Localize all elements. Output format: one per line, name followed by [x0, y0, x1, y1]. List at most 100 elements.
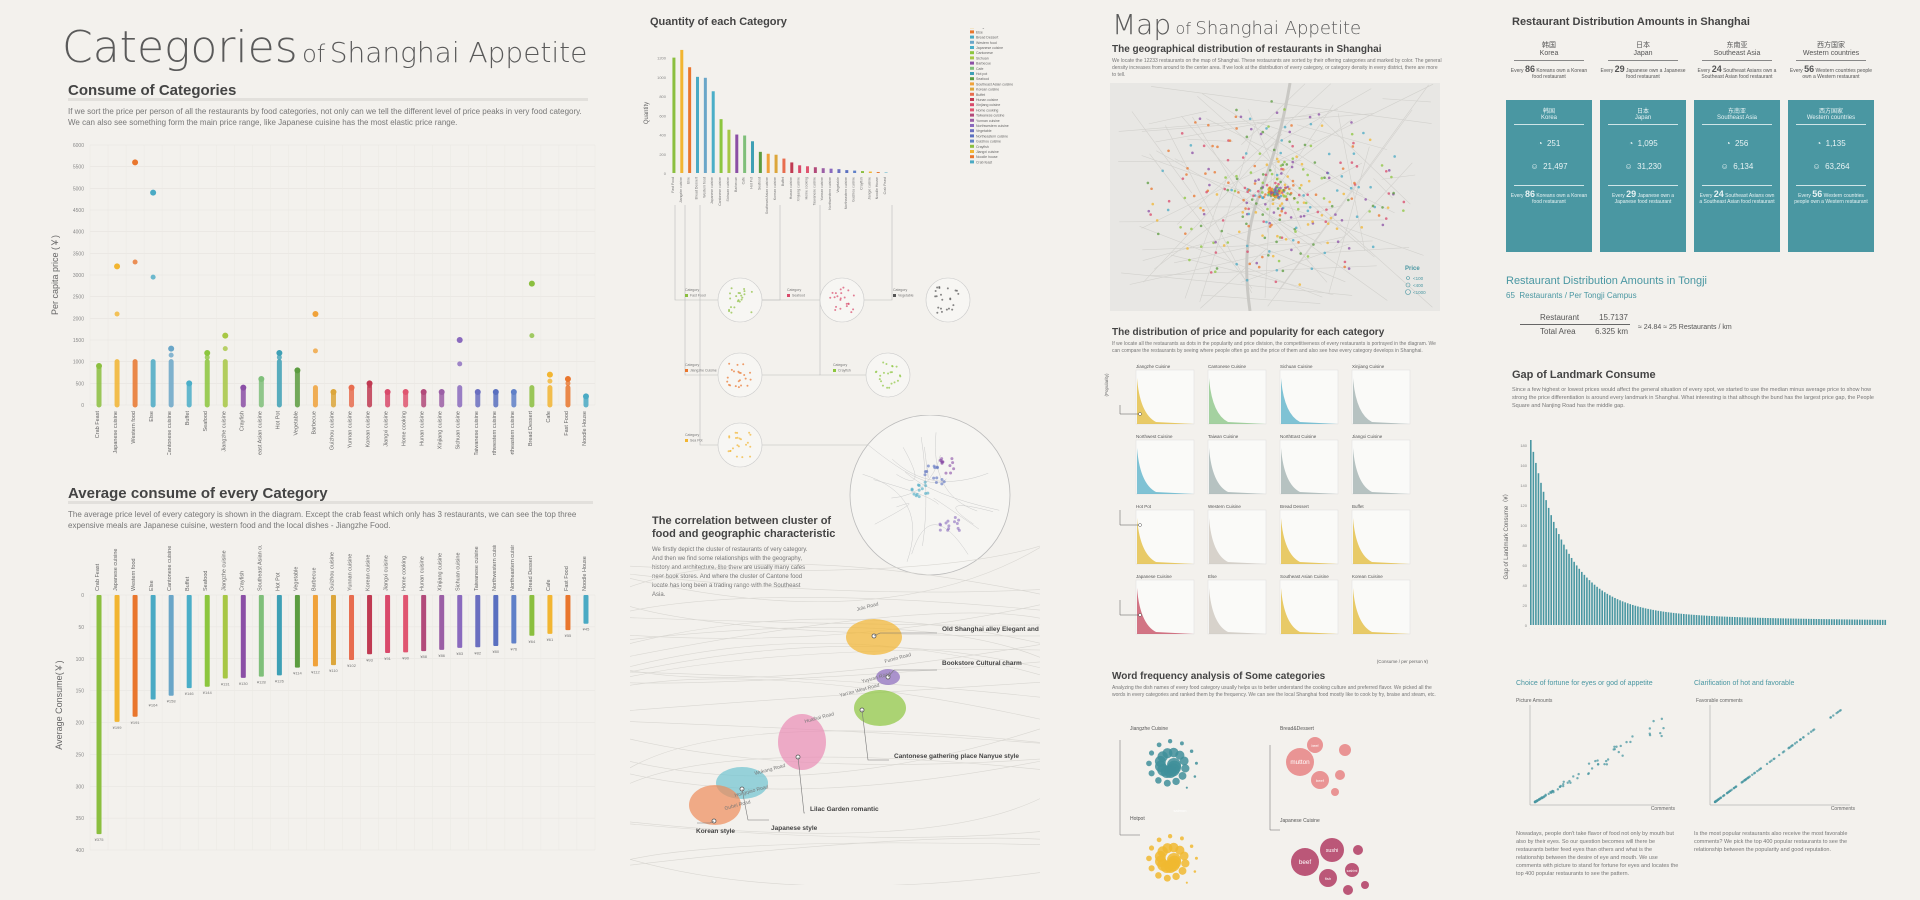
- road-line: [935, 432, 978, 512]
- scatter-point: [1594, 759, 1597, 763]
- map-road: [1382, 98, 1431, 103]
- scatter-point: [1765, 762, 1769, 766]
- legend-circle: [1406, 276, 1410, 280]
- scatter-point: [1613, 745, 1616, 749]
- category-name: Sea Pot: [690, 439, 702, 443]
- road-line: [630, 756, 1040, 784]
- word-bubble: [1178, 771, 1187, 780]
- x-tick-label: Noodle House: [582, 411, 588, 446]
- scatter-point: [1802, 736, 1805, 739]
- scatter-point: [1648, 727, 1652, 730]
- map-road: [1278, 177, 1375, 258]
- cluster-dot: [744, 377, 747, 380]
- restaurant-dot: [1243, 186, 1247, 190]
- cluster-dot: [934, 295, 937, 298]
- panel1-title: Categories of Shanghai Appetite: [62, 22, 588, 73]
- y-tick-label: 1000: [657, 75, 667, 80]
- x-tick-label: ·: [1691, 628, 1694, 629]
- cluster-circle: [925, 277, 971, 323]
- restaurant-dot: [1311, 220, 1314, 223]
- legend-circle: [1405, 289, 1411, 295]
- cluster-dot: [746, 384, 749, 387]
- legend-entry: Guizhou cuisine: [976, 140, 1001, 144]
- data-label: ¥191: [131, 720, 141, 725]
- word-bubble: [1156, 742, 1162, 748]
- bubble-word: sushi: [1326, 848, 1339, 854]
- y-tick-label: 40: [1523, 583, 1528, 588]
- divider: [68, 501, 593, 504]
- word-group-label: Hotpot: [1130, 816, 1145, 822]
- clar-title: Clarification of hot and favorable: [1694, 680, 1795, 687]
- restaurant-dot: [1303, 143, 1307, 147]
- max-price-point: [402, 389, 409, 395]
- x-tick-label: Cafe: [742, 177, 746, 184]
- restaurant-dot: [1314, 193, 1318, 197]
- scatter-point: [1605, 763, 1609, 766]
- place-connector: [741, 788, 769, 821]
- restaurant-dot: [1261, 213, 1265, 216]
- restaurant-dot: [1273, 192, 1277, 195]
- word-bubble: [1155, 777, 1162, 784]
- card-every: Every 24 Southeast Asians own a Southeas…: [1699, 189, 1775, 205]
- restaurant-dot: [1323, 251, 1327, 255]
- gap-bar: [1578, 568, 1581, 625]
- cluster-dot: [917, 495, 921, 499]
- avg-bar: [312, 595, 318, 667]
- gap-bar: [1621, 601, 1624, 625]
- restaurant-dot: [1286, 185, 1289, 189]
- cluster-dot: [749, 433, 752, 436]
- cluster-dot: [729, 297, 732, 300]
- y-tick-label: 200: [76, 721, 85, 727]
- gap-bar: [1772, 618, 1774, 625]
- avg-bar: [330, 595, 336, 666]
- restaurant-dot: [1167, 149, 1170, 153]
- restaurant-dot: [1248, 262, 1252, 266]
- price-point: [204, 354, 210, 360]
- gap-bar: [1805, 618, 1807, 625]
- divider: [1796, 185, 1866, 186]
- x-tick-label: Northwestern cuisine: [492, 411, 498, 455]
- quantity-bar: [743, 135, 747, 173]
- divider: [1796, 124, 1866, 125]
- gap-bar: [1787, 618, 1790, 625]
- gap-bar: [1703, 615, 1705, 625]
- geo-desc: We locate the 12233 restaurants on the m…: [1112, 58, 1442, 78]
- x-tick-label: Guizhou cuisine: [329, 411, 335, 450]
- restaurant-dot: [1261, 234, 1264, 237]
- gap-bar: [1749, 617, 1751, 625]
- legend-entry: Noodle house: [976, 155, 998, 159]
- restaurant-dot: [1179, 226, 1182, 229]
- legend-swatch: [970, 56, 974, 60]
- gap-bar: [1632, 604, 1634, 625]
- cluster-dot: [728, 436, 731, 439]
- cluster-dot: [944, 471, 948, 475]
- cluster-dot: [737, 386, 740, 389]
- cluster-dot: [729, 292, 732, 295]
- x-tick-label: ·: [1569, 628, 1572, 629]
- legend-swatch: [970, 98, 974, 101]
- cluster-dot: [940, 482, 944, 486]
- gap-bar: [1830, 619, 1833, 625]
- restaurant-dot: [1181, 177, 1185, 180]
- x-tick-label: Sichuan cuisine: [726, 177, 730, 202]
- quantity-bar: [853, 170, 857, 173]
- x-tick-label: ·: [1839, 628, 1842, 629]
- population-count: ☺ 21,497: [1530, 162, 1568, 171]
- cluster-dot: [729, 384, 732, 387]
- restaurant-dot: [1284, 186, 1287, 189]
- y-tick-label: 600: [659, 113, 666, 118]
- x-tick-label: Guizhou cuisine: [852, 177, 856, 202]
- x-tick-label: Home cooking: [805, 177, 809, 199]
- restaurant-icon: ◔: [1628, 139, 1634, 148]
- restaurant-dot: [1261, 130, 1265, 134]
- price-point: [529, 333, 535, 339]
- category-name: Seafood: [792, 294, 805, 298]
- shanghai-restaurant-map: Price <100 <400 <1000: [1110, 83, 1440, 311]
- card-cn: 东南亚: [1727, 109, 1746, 115]
- map-road: [1292, 162, 1363, 201]
- restaurant-dot: [1188, 258, 1191, 262]
- restaurant-dot: [1244, 207, 1247, 210]
- restaurant-dot: [1352, 141, 1355, 145]
- scatter-point: [1832, 714, 1835, 717]
- restaurant-dot: [1310, 267, 1314, 271]
